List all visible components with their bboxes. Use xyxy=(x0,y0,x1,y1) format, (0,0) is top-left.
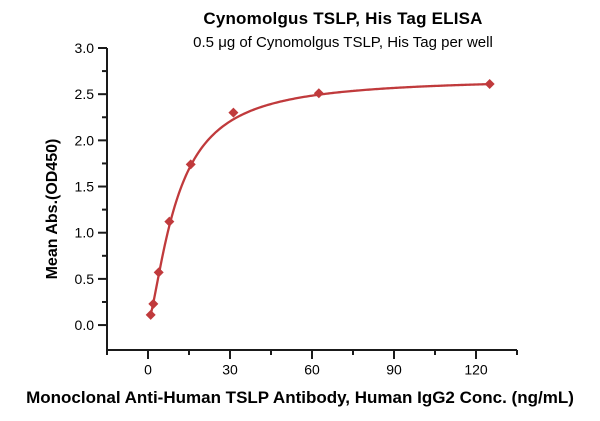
y-tick-label: 0.0 xyxy=(75,317,95,333)
data-point-marker xyxy=(484,79,495,90)
x-tick-label: 90 xyxy=(386,361,402,377)
y-tick-label: 3.0 xyxy=(75,40,95,56)
fit-curve xyxy=(149,82,491,316)
y-tick-label: 1.5 xyxy=(75,179,95,195)
chart-title: Cynomolgus TSLP, His Tag ELISA xyxy=(203,9,483,28)
y-tick-label: 2.0 xyxy=(75,132,95,148)
data-point-marker xyxy=(164,216,175,227)
data-point-marker xyxy=(185,159,196,170)
x-tick-label: 120 xyxy=(464,361,488,377)
data-point-marker xyxy=(228,107,239,118)
x-tick-label: 60 xyxy=(304,361,320,377)
x-axis-label: Monoclonal Anti-Human TSLP Antibody, Hum… xyxy=(26,388,574,407)
y-tick-label: 1.0 xyxy=(75,225,95,241)
y-axis-label: Mean Abs.(OD450) xyxy=(44,138,61,280)
y-tick-label: 2.5 xyxy=(75,86,95,102)
x-tick-label: 30 xyxy=(222,361,238,377)
data-point-marker xyxy=(148,298,159,309)
chart-subtitle: 0.5 μg of Cynomolgus TSLP, His Tag per w… xyxy=(193,34,493,51)
data-point-marker xyxy=(313,88,324,99)
x-tick-label: 0 xyxy=(144,361,152,377)
y-tick-label: 0.5 xyxy=(75,271,95,287)
data-point-marker xyxy=(145,309,156,320)
data-point-marker xyxy=(153,267,164,278)
